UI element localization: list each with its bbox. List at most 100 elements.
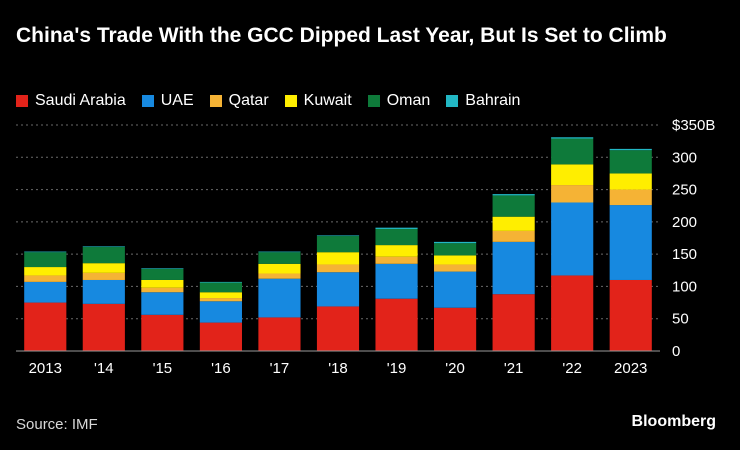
legend-item-qatar: Qatar [209,92,269,110]
bar-segment-saudi-arabia [82,303,125,351]
bar-segment-uae [24,281,67,303]
y-tick-label: 150 [672,246,697,263]
bar-segment-uae [492,241,535,295]
x-tick-label: '22 [562,360,582,377]
bar-segment-kuwait [82,263,125,273]
bar-segment-bahrain [82,246,125,248]
x-tick-label: '15 [153,360,173,377]
legend-item-kuwait: Kuwait [284,92,352,110]
bar-segment-bahrain [375,227,418,229]
bar-segment-bahrain [316,235,360,237]
x-tick-label: '17 [270,360,290,377]
x-tick-label: '21 [504,360,524,377]
bar-segment-saudi-arabia [375,298,418,351]
legend-label: Saudi Arabia [35,92,126,109]
bar-segment-uae [199,301,242,323]
bar-segment-saudi-arabia [316,306,360,351]
x-tick-label: '19 [387,360,407,377]
bar-segment-oman [551,138,594,165]
bloomberg-logo: Bloomberg [631,413,716,430]
bar-segment-qatar [82,272,125,280]
bar-segment-kuwait [375,245,418,257]
bar-segment-oman [258,252,301,264]
y-tick-label: $350B [672,117,715,134]
bar-segment-uae [258,278,301,318]
bar-segment-kuwait [551,164,594,186]
bar-segment-kuwait [434,255,477,265]
x-tick-label: '18 [328,360,348,377]
legend-label: Kuwait [303,92,352,109]
legend: Saudi Arabia UAE Qatar Kuwait Oman Bahrain [16,90,536,112]
bar-segment-uae [82,279,125,304]
legend-label: UAE [160,92,194,109]
bar-segment-bahrain [24,251,67,253]
legend-label: Oman [386,92,431,109]
bar-segment-qatar [258,273,301,279]
bar-segment-kuwait [492,216,535,231]
legend-label: Bahrain [465,92,521,109]
bar-segment-qatar [551,185,594,203]
x-tick-label: '20 [445,360,465,377]
bar-segment-saudi-arabia [492,294,535,351]
bar-segment-saudi-arabia [199,322,242,351]
y-tick-label: 200 [672,214,697,231]
bar-segment-saudi-arabia [258,317,301,351]
bar-segment-oman [492,195,535,217]
legend-item-oman: Oman [367,92,431,110]
legend-swatch [367,95,380,107]
bar-segment-oman [434,243,477,256]
legend-swatch [284,95,297,107]
bar-segment-oman [24,252,67,268]
legend-swatch [446,95,459,107]
bar-segment-bahrain [492,194,535,196]
bar-segment-qatar [609,189,652,206]
bar-segment-bahrain [434,241,477,244]
bar-segment-kuwait [316,252,360,265]
bar-segment-bahrain [609,148,652,151]
y-tick-label: 100 [672,278,697,295]
y-tick-label: 50 [672,311,689,328]
x-tick-label: 2023 [614,360,647,377]
bar-segment-bahrain [551,137,594,139]
source-note: Source: IMF [16,416,98,433]
chart-title: China's Trade With the GCC Dipped Last Y… [16,24,667,47]
legend-swatch [209,95,222,107]
bar-segment-oman [375,228,418,246]
bar-segment-oman [82,247,125,264]
bar-segment-saudi-arabia [24,302,67,351]
legend-swatch [16,95,28,107]
y-tick-label: 0 [672,343,680,360]
x-tick-label: 2013 [29,360,62,377]
bar-segment-qatar [199,298,242,302]
x-tick-label: '14 [94,360,114,377]
bar-segment-kuwait [258,263,301,274]
bar-segment-kuwait [141,279,184,288]
legend-label: Qatar [228,92,269,109]
y-tick-label: 300 [672,149,697,166]
legend-swatch [141,95,154,107]
bar-segment-qatar [434,264,477,272]
bar-segment-qatar [316,264,360,273]
legend-item-saudi-arabia: Saudi Arabia [16,92,126,110]
bar-segment-oman [199,282,242,293]
bar-segment-qatar [24,275,67,282]
bar-segment-oman [141,268,184,280]
bar-segment-oman [316,236,360,253]
bar-segment-uae [434,271,477,308]
legend-item-bahrain: Bahrain [446,92,520,110]
bar-segment-bahrain [258,251,301,253]
bar-segment-saudi-arabia [609,279,652,351]
bar-segment-oman [609,150,652,174]
y-tick-label: 250 [672,182,697,199]
bar-segment-saudi-arabia [141,314,184,351]
bar-segment-uae [609,205,652,280]
bar-segment-kuwait [199,292,242,299]
bar-segment-saudi-arabia [551,275,594,351]
legend-item-uae: UAE [141,92,194,110]
bar-segment-bahrain [141,268,184,269]
bar-segment-uae [141,292,184,315]
bar-segment-kuwait [609,173,652,190]
bar-segment-qatar [141,287,184,293]
bar-segment-uae [316,272,360,307]
